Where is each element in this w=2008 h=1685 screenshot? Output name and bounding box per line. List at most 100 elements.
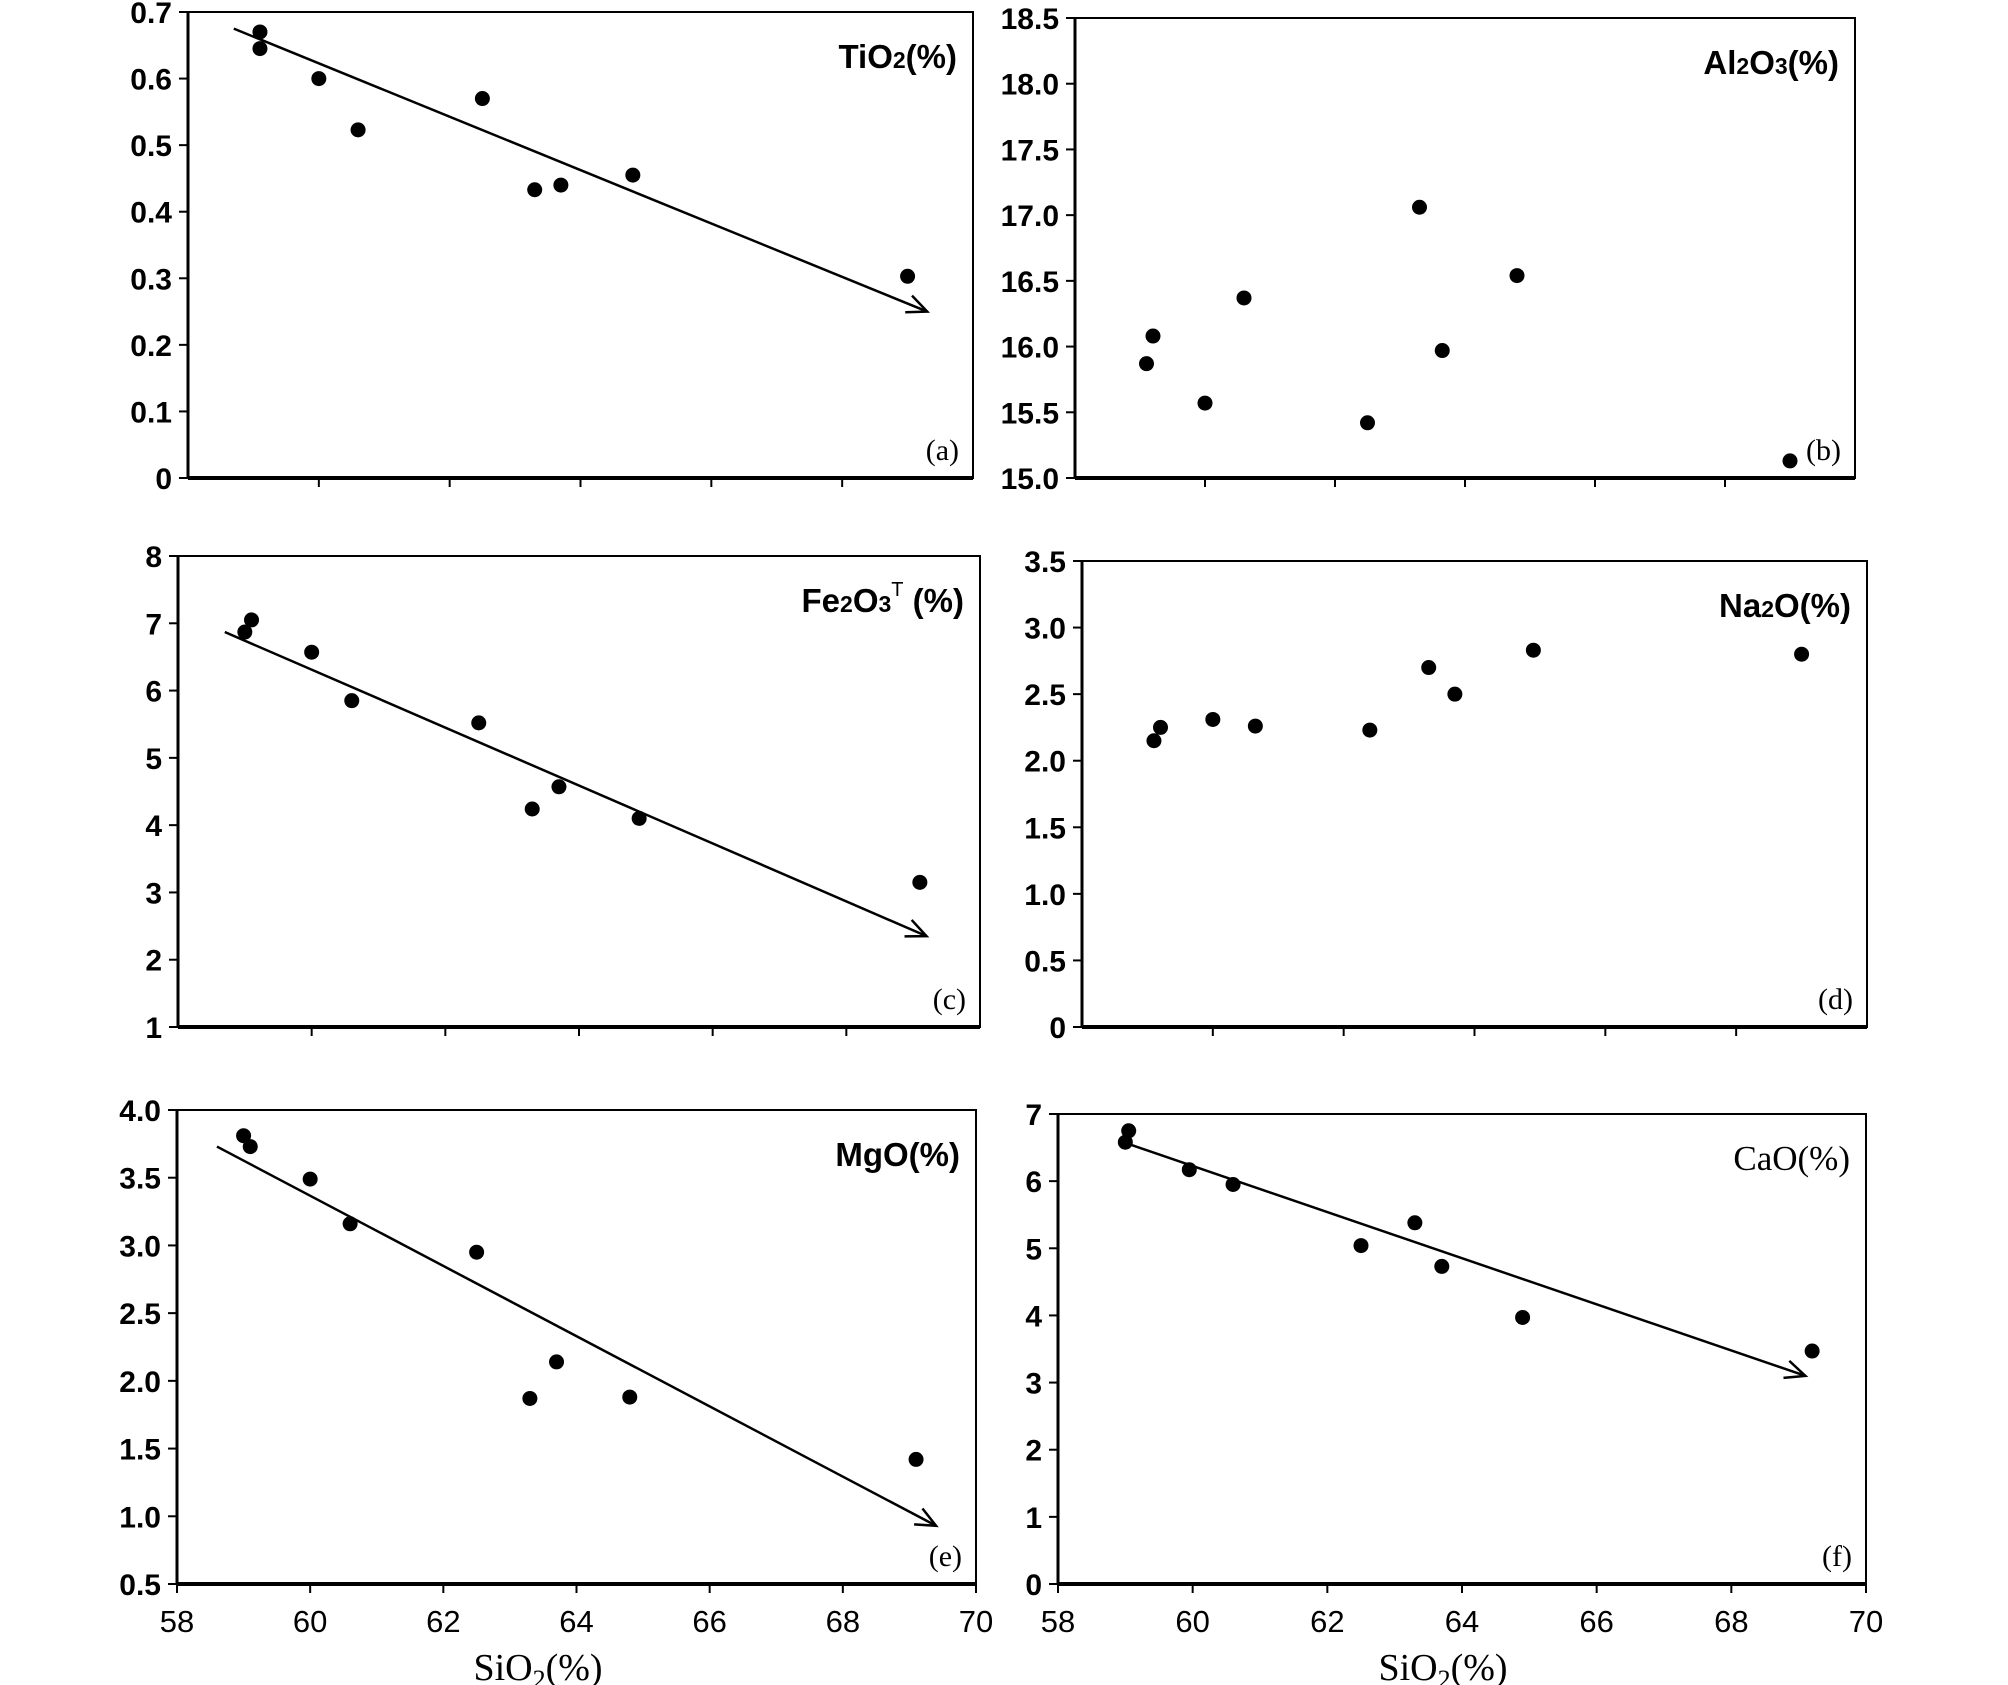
x-tick-label-e: 68 bbox=[826, 1604, 860, 1639]
data-point-a bbox=[527, 182, 543, 198]
data-point-b bbox=[1197, 395, 1213, 411]
panel-title-c: Fe2O3T (%) bbox=[802, 579, 965, 619]
plot-frame-d bbox=[1081, 560, 1868, 1028]
data-point-e bbox=[342, 1216, 358, 1232]
y-tick-label-c: 3 bbox=[145, 877, 162, 910]
panel-e: 0.5 1.0 1.5 2.0 2.5 3.0 3.5 4.0 58 60 62 64 66 68 70 Mg… bbox=[119, 1095, 993, 1639]
x-tick-label-e: 62 bbox=[426, 1604, 460, 1639]
y-tick-label-f: 0 bbox=[1025, 1569, 1042, 1602]
panel-title-part: Al bbox=[1703, 44, 1736, 81]
trend-arrowhead-e bbox=[914, 1507, 939, 1528]
y-tick-label-c: 2 bbox=[145, 945, 162, 978]
panel-title-part: 2 bbox=[840, 591, 853, 617]
trend-line-c bbox=[224, 630, 928, 938]
data-point-f bbox=[1804, 1343, 1820, 1359]
plot-frame-f bbox=[1057, 1113, 1867, 1585]
data-point-d bbox=[1205, 711, 1221, 727]
data-point-b bbox=[1236, 290, 1252, 306]
y-tick-label-a: 0.3 bbox=[130, 263, 172, 296]
panel-tag-e: (e) bbox=[929, 1540, 962, 1573]
y-tick-label-f: 1 bbox=[1025, 1502, 1042, 1535]
data-point-a bbox=[625, 167, 641, 183]
y-tick-label-d: 3.5 bbox=[1024, 546, 1066, 579]
data-point-d bbox=[1794, 646, 1810, 662]
data-point-e bbox=[302, 1171, 318, 1187]
y-tick-label-c: 7 bbox=[145, 608, 162, 641]
y-tick-label-c: 1 bbox=[145, 1012, 162, 1045]
data-point-b bbox=[1139, 356, 1154, 372]
panel-b: 15.0 15.5 16.0 16.5 17.0 17.5 18.0 18.5 Al2O3(%)… bbox=[1001, 3, 1856, 496]
panel-title-part: Na bbox=[1719, 587, 1762, 624]
y-tick-label-f: 3 bbox=[1025, 1368, 1042, 1401]
x-axis-title-right: SiO2(%) bbox=[1378, 1647, 1507, 1685]
y-tick-label-e: 2.5 bbox=[119, 1298, 161, 1331]
y-tick-label-e: 0.5 bbox=[119, 1569, 161, 1602]
y-tick-label-b: 15.5 bbox=[1001, 397, 1059, 430]
x-tick-label-f: 68 bbox=[1714, 1604, 1748, 1639]
x-tick-label-f: 62 bbox=[1310, 1604, 1344, 1639]
data-point-f bbox=[1407, 1215, 1423, 1231]
panel-title-part: 2 bbox=[1761, 596, 1774, 622]
y-tick-label-d: 1.5 bbox=[1024, 812, 1066, 845]
y-tick-label-b: 18.5 bbox=[1001, 3, 1059, 36]
data-point-f bbox=[1117, 1134, 1133, 1150]
data-point-a bbox=[311, 71, 327, 87]
x-tick-label-e: 58 bbox=[160, 1604, 194, 1639]
panel-title-part: (%) bbox=[906, 38, 957, 75]
y-tick-label-a: 0.7 bbox=[130, 0, 172, 30]
data-point-c bbox=[912, 874, 928, 890]
data-point-b bbox=[1145, 328, 1161, 344]
y-tick-label-a: 0.6 bbox=[130, 64, 172, 97]
x-tick-label-f: 64 bbox=[1445, 1604, 1479, 1639]
trend-arrowhead-c bbox=[904, 919, 930, 938]
trend-line-e bbox=[216, 1145, 937, 1527]
x-tick-label-f: 58 bbox=[1041, 1604, 1075, 1639]
y-tick-label-a: 0.4 bbox=[130, 197, 172, 230]
panel-f: 0 1 2 3 4 5 6 7 58 60 62 64 66 68 70 CaO(%) (f) bbox=[1025, 1099, 1883, 1639]
y-tick-label-d: 3.0 bbox=[1024, 613, 1066, 646]
data-point-b bbox=[1782, 453, 1798, 469]
y-tick-label-d: 0.5 bbox=[1024, 945, 1066, 978]
y-tick-label-e: 1.0 bbox=[119, 1501, 161, 1534]
y-tick-label-e: 4.0 bbox=[119, 1095, 161, 1128]
data-point-e bbox=[522, 1390, 538, 1406]
data-point-f bbox=[1515, 1309, 1531, 1325]
data-point-d bbox=[1447, 686, 1463, 702]
panel-title-part: 2 bbox=[893, 47, 906, 73]
data-point-b bbox=[1412, 199, 1427, 215]
data-point-f bbox=[1353, 1238, 1369, 1254]
panel-title-part: (%) bbox=[904, 582, 965, 619]
data-point-e bbox=[622, 1389, 638, 1405]
data-point-d bbox=[1362, 722, 1378, 738]
panel-title-part: (%) bbox=[909, 1136, 960, 1173]
panel-d: 0 0.5 1.0 1.5 2.0 2.5 3.0 3.5 Na2O(%) (d) bbox=[1024, 546, 1868, 1045]
data-point-b bbox=[1434, 343, 1450, 359]
data-point-f bbox=[1434, 1258, 1450, 1274]
y-tick-label-d: 0 bbox=[1049, 1012, 1066, 1045]
data-point-c bbox=[471, 715, 487, 731]
data-point-d bbox=[1247, 718, 1263, 734]
y-tick-label-c: 6 bbox=[145, 676, 162, 709]
panel-tag-a: (a) bbox=[926, 434, 959, 467]
data-point-e bbox=[549, 1354, 565, 1370]
x-tick-label-e: 66 bbox=[692, 1604, 726, 1639]
y-tick-label-f: 2 bbox=[1025, 1435, 1042, 1468]
y-tick-label-f: 5 bbox=[1025, 1233, 1042, 1266]
y-tick-label-f: 6 bbox=[1025, 1166, 1042, 1199]
data-point-e bbox=[908, 1451, 924, 1467]
data-point-d bbox=[1146, 733, 1162, 749]
data-point-e bbox=[242, 1139, 258, 1155]
plot-frame-a bbox=[187, 11, 974, 479]
data-point-f bbox=[1181, 1162, 1197, 1178]
data-point-d bbox=[1153, 719, 1168, 735]
data-point-a bbox=[252, 41, 268, 57]
trend-arrowhead-f bbox=[1783, 1359, 1809, 1380]
data-point-c bbox=[304, 644, 320, 660]
y-tick-label-b: 17.0 bbox=[1001, 200, 1059, 233]
data-point-a bbox=[474, 91, 490, 107]
panel-tag-d: (d) bbox=[1818, 983, 1853, 1016]
y-tick-label-a: 0.2 bbox=[130, 330, 172, 363]
data-point-b bbox=[1509, 268, 1525, 284]
panel-tag-c: (c) bbox=[933, 983, 966, 1016]
